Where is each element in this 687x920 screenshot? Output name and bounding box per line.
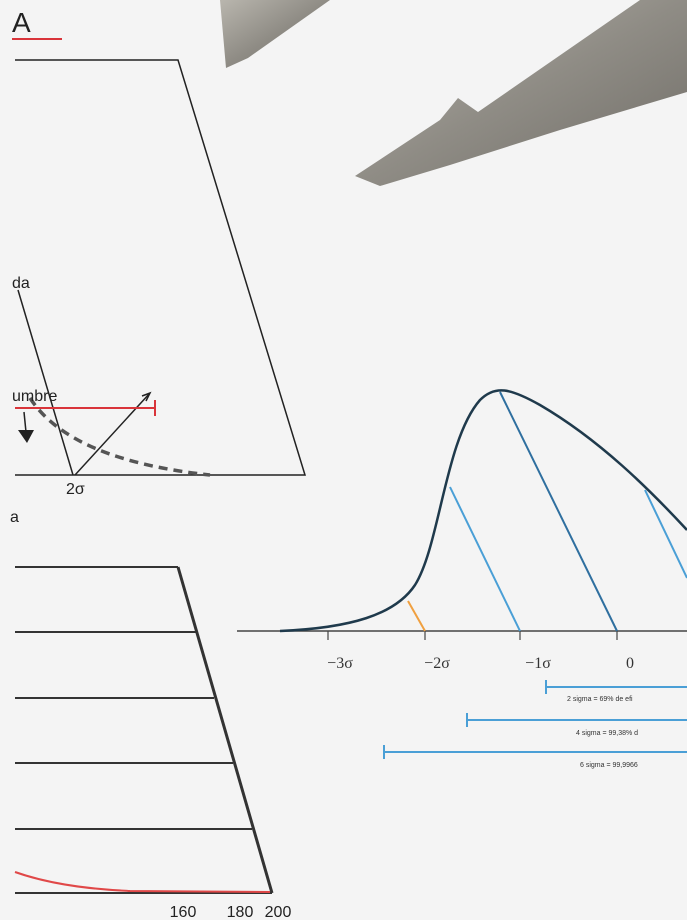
x-tick-label: 180 — [227, 904, 254, 920]
x-tick-label: 0 — [626, 655, 634, 672]
axis-ticks — [327, 631, 618, 640]
arrow-head — [18, 430, 34, 443]
range-bars — [383, 680, 687, 759]
mean-line — [499, 391, 618, 632]
x-tick-label: −1σ — [525, 655, 551, 672]
caption: a — [10, 509, 19, 526]
tail-line — [407, 600, 426, 632]
x-tick-label: 200 — [265, 904, 292, 920]
bottom-chart — [15, 566, 274, 894]
caliper-jaw — [355, 0, 687, 186]
label: umbre — [12, 388, 57, 405]
x-tick-label: −2σ — [424, 655, 450, 672]
x-tick-label: 160 — [170, 904, 197, 920]
decay-curve — [14, 871, 271, 893]
label: da — [12, 275, 30, 292]
label: 2σ — [66, 481, 85, 498]
range-label: 4 sigma = 99,38% d — [576, 730, 638, 737]
sigma-lines — [449, 486, 687, 632]
range-label: 6 sigma = 99,9966 — [580, 762, 638, 769]
range-label: 2 sigma = 69% de efi — [567, 696, 633, 703]
dashed-curve — [28, 397, 211, 477]
title: A — [12, 7, 31, 38]
top-chart — [15, 59, 307, 476]
caliper-jaw — [220, 0, 330, 68]
distribution-curve — [279, 389, 687, 633]
x-tick-label: −3σ — [327, 655, 353, 672]
